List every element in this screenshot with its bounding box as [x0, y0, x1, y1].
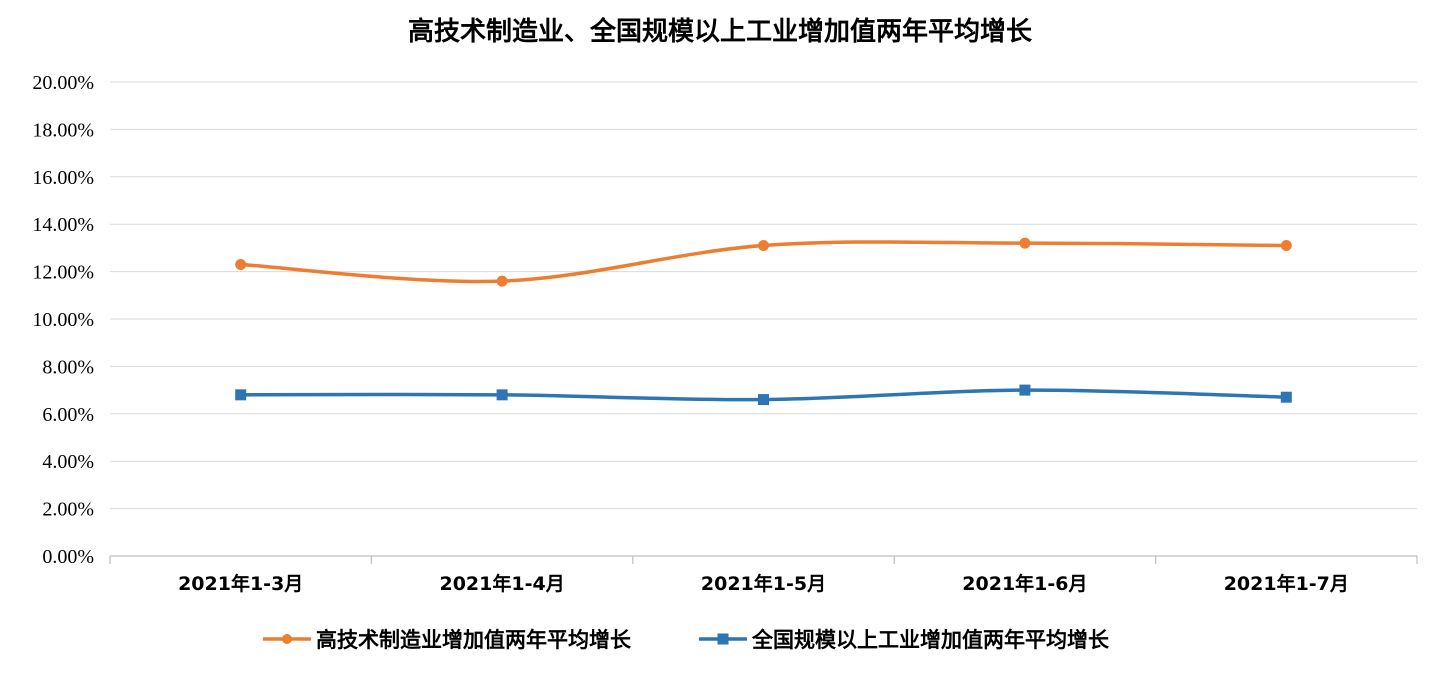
- data-point: [758, 394, 769, 406]
- y-tick-label: 16.00%: [32, 167, 94, 189]
- y-tick-label: 14.00%: [32, 214, 94, 236]
- x-tick-label: 2021年1-4月: [439, 572, 564, 595]
- legend-label: 高技术制造业增加值两年平均增长: [316, 628, 632, 652]
- x-tick-label: 2021年1-5月: [701, 572, 826, 595]
- y-tick-label: 6.00%: [42, 404, 94, 426]
- data-point: [1280, 240, 1292, 252]
- y-tick-label: 8.00%: [42, 356, 94, 378]
- legend-marker: [717, 633, 729, 645]
- data-point: [496, 389, 508, 401]
- y-tick-label: 4.00%: [42, 451, 94, 473]
- y-tick-label: 10.00%: [32, 309, 94, 331]
- legend-label: 全国规模以上工业增加值两年平均增长: [751, 628, 1110, 652]
- data-point: [758, 240, 769, 252]
- y-tick-label: 18.00%: [32, 119, 94, 141]
- data-point: [235, 389, 247, 401]
- data-point: [1280, 391, 1292, 403]
- x-tick-label: 2021年1-3月: [178, 572, 303, 595]
- y-tick-label: 0.00%: [42, 546, 94, 568]
- y-tick-label: 2.00%: [42, 499, 94, 521]
- data-point: [1019, 384, 1031, 396]
- x-tick-label: 2021年1-7月: [1224, 572, 1349, 595]
- data-point: [1019, 237, 1031, 249]
- chart-title: 高技术制造业、全国规模以上工业增加值两年平均增长: [408, 16, 1033, 47]
- y-tick-label: 12.00%: [32, 262, 94, 284]
- data-point: [235, 258, 247, 270]
- x-tick-label: 2021年1-6月: [962, 572, 1087, 595]
- legend-marker: [282, 634, 292, 644]
- data-point: [496, 275, 508, 287]
- y-tick-label: 20.00%: [32, 72, 94, 94]
